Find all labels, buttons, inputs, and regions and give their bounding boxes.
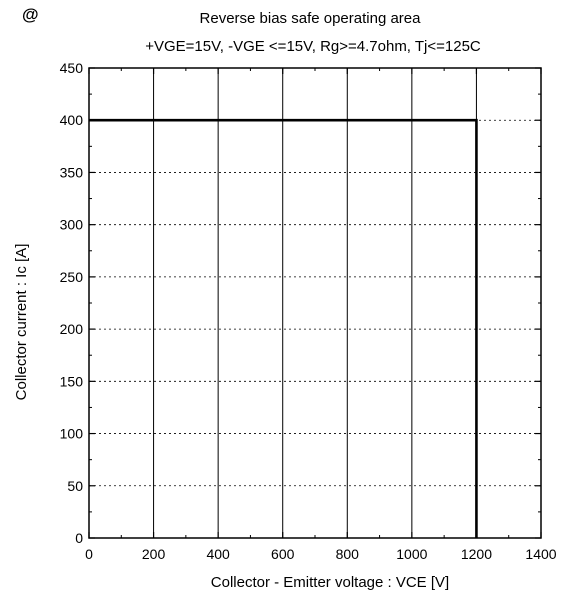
y-tick-label-350: 350: [60, 164, 84, 180]
x-tick-label-0: 0: [85, 546, 93, 562]
y-tick-label-0: 0: [75, 530, 83, 546]
chart-subtitle: +VGE=15V, -VGE <=15V, Rg>=4.7ohm, Tj<=12…: [145, 38, 481, 55]
x-axis-label: Collector - Emitter voltage : VCE [V]: [211, 574, 449, 591]
x-tick-label-800: 800: [336, 546, 360, 562]
y-tick-label-250: 250: [60, 269, 84, 285]
y-tick-label-200: 200: [60, 321, 84, 337]
chart-title: Reverse bias safe operating area: [200, 10, 422, 27]
plot-area-frame: [88, 67, 542, 539]
y-tick-label-50: 50: [67, 478, 83, 494]
x-tick-label-1200: 1200: [461, 546, 492, 562]
rbsoa-boundary-line-0: [89, 118, 478, 538]
y-axis-label: Collector current : Ic [A]: [13, 244, 30, 401]
y-tick-label-300: 300: [60, 217, 84, 233]
grid-lines: [89, 68, 541, 538]
x-axis-tick-labels: 0 200 400 600 800 1000 1200 1400: [85, 546, 557, 562]
chart-marker: @: [22, 5, 39, 24]
x-tick-label-600: 600: [271, 546, 295, 562]
x-tick-label-1000: 1000: [396, 546, 427, 562]
x-tick-label-400: 400: [206, 546, 230, 562]
y-tick-label-100: 100: [60, 426, 84, 442]
x-tick-label-200: 200: [142, 546, 166, 562]
y-tick-label-400: 400: [60, 112, 84, 128]
y-axis-tick-labels: 0 50 100 150 200 250 300 350 400 450: [60, 60, 84, 546]
x-tick-label-1400: 1400: [525, 546, 556, 562]
y-tick-label-150: 150: [60, 373, 84, 389]
series-layer: [89, 118, 478, 538]
y-tick-label-450: 450: [60, 60, 84, 76]
axis-ticks: [88, 67, 542, 539]
